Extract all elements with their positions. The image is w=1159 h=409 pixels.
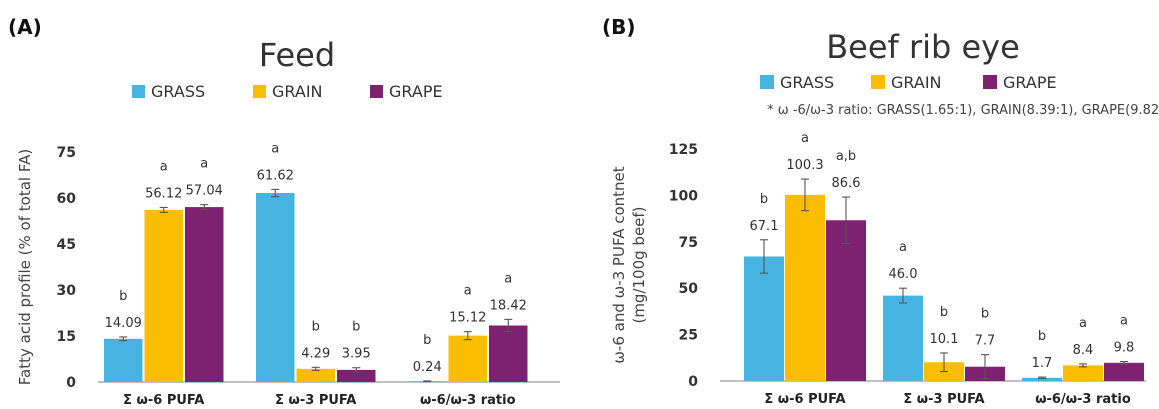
panel-b-y-tick-label: 75 bbox=[679, 235, 698, 251]
panel-a-data-label-grape: 57.04 bbox=[186, 184, 223, 199]
panel-a-y-axis-title: Fatty acid profile (% of total FA) bbox=[16, 149, 34, 385]
panel-b-y-axis-title-line: ω-6 and ω-3 PUFA contnet bbox=[610, 166, 628, 363]
panel-a-y-tick-label: 15 bbox=[57, 329, 76, 345]
panel-b-data-label-grape: 7.7 bbox=[975, 334, 996, 349]
panel-a-y-tick-label: 30 bbox=[57, 283, 77, 299]
panel-a-data-label-grain: 15.12 bbox=[449, 311, 486, 326]
panel-a-bar-grass bbox=[104, 339, 143, 382]
panel-a-data-label-grain: 56.12 bbox=[145, 186, 182, 201]
panel-a-legend-label-grain: GRAIN bbox=[272, 82, 323, 101]
panel-b-bar-grape bbox=[1104, 363, 1144, 381]
panel-b-bar-grass bbox=[883, 296, 923, 381]
panel-a-significance-label-grape: a bbox=[504, 271, 512, 286]
panel-b-significance-label-grain: b bbox=[940, 305, 948, 320]
panel-b-legend-label-grass: GRASS bbox=[780, 73, 834, 92]
panel-b-bar-grass bbox=[744, 256, 784, 381]
panel-a-significance-label-grain: a bbox=[160, 159, 168, 174]
panel-b-significance-label-grass: b bbox=[1038, 329, 1046, 344]
panel-a-legend-label-grape: GRAPE bbox=[389, 82, 443, 101]
panel-a-significance-label-grain: b bbox=[312, 319, 320, 334]
panel-b-data-label-grass: 46.0 bbox=[889, 267, 918, 282]
panel-b-data-label-grape: 9.8 bbox=[1114, 341, 1135, 356]
panel-a-significance-label-grape: a bbox=[200, 157, 208, 172]
panel-a-y-axis-title-line: Fatty acid profile (% of total FA) bbox=[16, 149, 34, 385]
panel-a-y-tick-label: 60 bbox=[57, 191, 77, 207]
panel-b-legend-swatch-grain bbox=[871, 75, 885, 89]
panel-b-label: (B) bbox=[602, 15, 636, 39]
panel-a-data-label-grass: 14.09 bbox=[105, 316, 142, 331]
panel-b-ratio-note: * ω -6/ω-3 ratio: GRASS(1.65:1), GRAIN(8… bbox=[767, 103, 1159, 118]
panel-b-y-tick-label: 0 bbox=[688, 374, 698, 390]
panel-b-y-tick-label: 100 bbox=[669, 188, 698, 204]
panel-a-x-tick-label: ω-6/ω-3 ratio bbox=[420, 393, 516, 408]
panel-a-label: (A) bbox=[8, 15, 42, 39]
panel-a-y-tick-label: 0 bbox=[66, 375, 76, 391]
panel-a-y-tick-label: 75 bbox=[57, 145, 76, 161]
panel-b-significance-label-grape: a,b bbox=[836, 149, 856, 164]
panel-b-data-label-grain: 8.4 bbox=[1073, 343, 1094, 358]
panel-b-x-tick-label: Σ ω-6 PUFA bbox=[764, 392, 845, 407]
panel-b-y-axis-title-line: (mg/100g beef) bbox=[630, 206, 648, 323]
panel-a-data-label-grape: 3.95 bbox=[342, 347, 371, 362]
panel-a-data-label-grass: 61.62 bbox=[257, 168, 294, 183]
panel-a-title: Feed bbox=[259, 36, 335, 74]
panel-a-significance-label-grass: b bbox=[119, 289, 127, 304]
panel-b-significance-label-grain: a bbox=[801, 131, 809, 146]
panel-b-significance-label-grain: a bbox=[1079, 316, 1087, 331]
panel-a-legend-swatch-grape bbox=[370, 85, 383, 98]
panel-b-y-tick-label: 50 bbox=[679, 281, 699, 297]
panel-b-y-tick-label: 125 bbox=[669, 142, 698, 158]
panel-a-x-tick-label: Σ ω-6 PUFA bbox=[123, 393, 204, 408]
panel-a-bar-grain bbox=[145, 210, 184, 382]
panel-b-chart: GRASS GRAIN GRAPE ω-6 and ω-3 PUFA contnet(… bbox=[610, 73, 1146, 407]
panel-a-y-tick-label: 45 bbox=[57, 237, 76, 253]
panel-a-legend-swatch-grass bbox=[132, 85, 145, 98]
panel-b-y-axis-title: ω-6 and ω-3 PUFA contnet (mg/100g beef) bbox=[610, 166, 648, 363]
panel-b-bar-grain bbox=[785, 195, 825, 381]
panel-a-bar-grass bbox=[256, 193, 295, 382]
panel-b-significance-label-grass: a bbox=[899, 240, 907, 255]
panel-a-legend-label-grass: GRASS bbox=[151, 82, 205, 101]
panel-b-bar-grain bbox=[1063, 365, 1103, 381]
panel-b-data-label-grain: 100.3 bbox=[786, 158, 823, 173]
panel-a-data-label-grape: 18.42 bbox=[490, 298, 527, 313]
panel-a-x-tick-label: Σ ω-3 PUFA bbox=[275, 393, 356, 408]
panel-b-significance-label-grape: a bbox=[1120, 314, 1128, 329]
panel-b-significance-label-grape: b bbox=[981, 307, 989, 322]
panel-a-significance-label-grass: b bbox=[423, 333, 431, 348]
panel-b-y-tick-label: 25 bbox=[679, 328, 698, 344]
panel-b-legend-swatch-grape bbox=[983, 75, 997, 89]
panel-b-legend-label-grape: GRAPE bbox=[1003, 73, 1057, 92]
panel-a-bar-grain bbox=[449, 336, 488, 382]
panel-a-bar-grape bbox=[489, 326, 528, 382]
panel-a-data-label-grass: 0.24 bbox=[413, 360, 442, 375]
panel-b-data-label-grass: 67.1 bbox=[750, 219, 779, 234]
panel-a-legend-swatch-grain bbox=[253, 85, 266, 98]
panel-b-legend-label-grain: GRAIN bbox=[891, 73, 942, 92]
panel-a-significance-label-grain: a bbox=[464, 284, 472, 299]
panel-b-significance-label-grass: b bbox=[760, 192, 768, 207]
panel-b-x-tick-label: ω-6/ω-3 ratio bbox=[1035, 392, 1131, 407]
panel-a-significance-label-grass: a bbox=[271, 141, 279, 156]
panel-b-data-label-grass: 1.7 bbox=[1032, 356, 1053, 371]
panel-b-legend-swatch-grass bbox=[760, 75, 774, 89]
panel-a-bar-grape bbox=[185, 207, 224, 382]
panel-b-title: Beef rib eye bbox=[826, 28, 1020, 66]
panel-b-data-label-grape: 86.6 bbox=[832, 176, 861, 191]
panel-b-bar-grape bbox=[826, 220, 866, 381]
panel-a-significance-label-grape: b bbox=[352, 320, 360, 335]
panel-a-data-label-grain: 4.29 bbox=[301, 346, 330, 361]
panel-a-chart: GRASS GRAIN GRAPE Fatty acid profile (% of … bbox=[16, 82, 560, 408]
panel-b-x-tick-label: Σ ω-3 PUFA bbox=[903, 392, 984, 407]
panel-b-data-label-grain: 10.1 bbox=[930, 332, 959, 347]
